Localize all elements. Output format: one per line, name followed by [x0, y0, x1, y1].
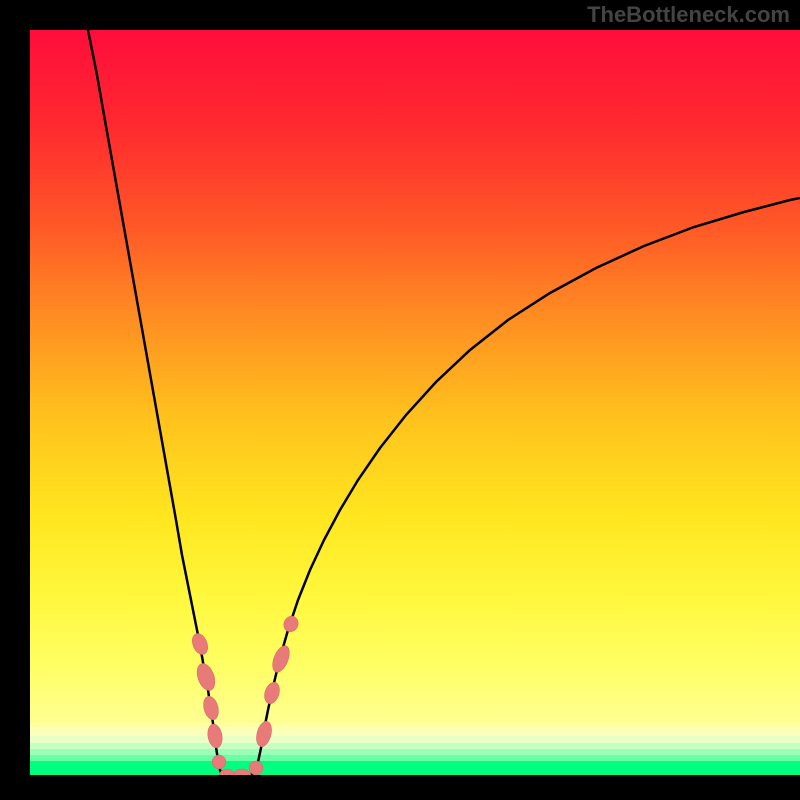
- data-marker: [206, 723, 224, 749]
- chart-svg: [30, 30, 800, 775]
- data-marker: [249, 761, 263, 775]
- plot-area: [30, 30, 800, 775]
- chart-container: TheBottleneck.com: [0, 0, 800, 800]
- data-marker: [189, 631, 210, 657]
- marker-cluster-bottom: [219, 769, 251, 775]
- data-marker: [212, 755, 226, 769]
- marker-cluster-left: [189, 631, 226, 769]
- marker-cluster-right: [249, 614, 301, 775]
- data-marker: [219, 769, 235, 775]
- watermark-text: TheBottleneck.com: [587, 2, 790, 28]
- data-marker: [281, 614, 300, 634]
- data-marker: [201, 695, 221, 722]
- data-marker: [269, 643, 292, 674]
- data-marker: [233, 769, 251, 775]
- bottleneck-curve: [86, 30, 800, 775]
- data-marker: [194, 661, 219, 693]
- data-marker: [262, 680, 282, 705]
- data-marker: [254, 720, 274, 749]
